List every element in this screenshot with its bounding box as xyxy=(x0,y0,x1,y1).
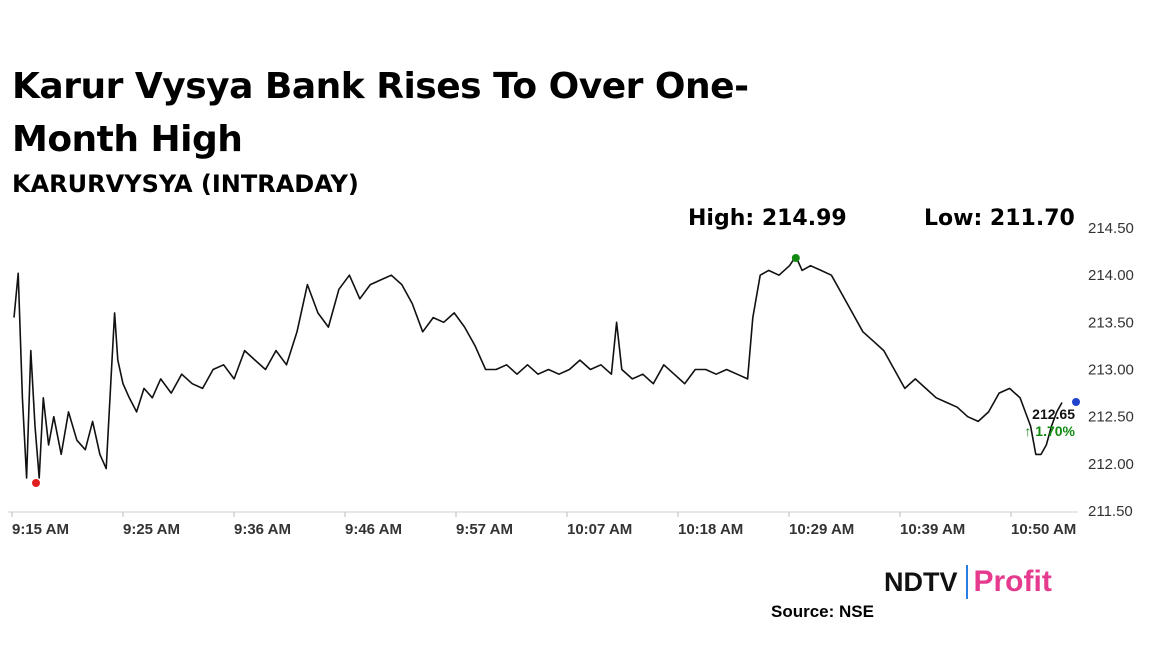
y-axis: 211.50 212.00 212.50 213.00 213.50 214.00 214.… xyxy=(1088,220,1134,520)
x-tick-label: 9:46 AM xyxy=(345,521,402,538)
last-price-label: 212.65 xyxy=(1032,406,1075,422)
chart-subtitle: KARURVYSYA (INTRADAY) xyxy=(12,170,359,198)
y-tick-label: 212.00 xyxy=(1088,456,1134,473)
y-tick-label: 212.50 xyxy=(1088,409,1134,426)
headline: Karur Vysya Bank Rises To Over One-Month… xyxy=(12,66,749,160)
x-tick-label: 10:50 AM xyxy=(1011,521,1076,538)
y-tick-label: 213.50 xyxy=(1088,314,1134,331)
x-tick-label: 9:15 AM xyxy=(12,521,69,538)
y-tick-label: 214.00 xyxy=(1088,267,1134,284)
x-tick-label: 10:18 AM xyxy=(678,521,743,538)
x-tick-label: 9:36 AM xyxy=(234,521,291,538)
ndtv-profit-logo: NDTV Profit xyxy=(884,562,1052,602)
change-percent-label: ↑ 1.70% xyxy=(1024,423,1075,439)
y-tick-label: 214.50 xyxy=(1088,220,1134,237)
x-tick-label: 9:25 AM xyxy=(123,521,180,538)
source-note: Source: NSE xyxy=(771,602,874,621)
last-price-marker xyxy=(1072,398,1080,406)
x-axis: 9:15 AM 9:25 AM 9:36 AM 9:46 AM 9:57 AM 10:07… xyxy=(11,512,1076,538)
x-tick-label: 9:57 AM xyxy=(456,521,513,538)
high-label: High: 214.99 xyxy=(688,206,847,231)
x-tick-label: 10:39 AM xyxy=(900,521,965,538)
high-marker xyxy=(791,254,800,262)
logo-divider xyxy=(965,565,968,599)
low-label: Low: 211.70 xyxy=(924,206,1075,231)
y-tick-label: 211.50 xyxy=(1088,503,1133,520)
low-marker xyxy=(32,479,41,487)
y-tick-label: 213.00 xyxy=(1088,362,1134,379)
logo-ndtv-text: NDTV xyxy=(884,566,958,597)
x-tick-label: 10:07 AM xyxy=(567,521,632,538)
price-line xyxy=(13,255,1063,479)
logo-profit-text: Profit xyxy=(973,565,1052,598)
x-tick-label: 10:29 AM xyxy=(789,521,854,538)
